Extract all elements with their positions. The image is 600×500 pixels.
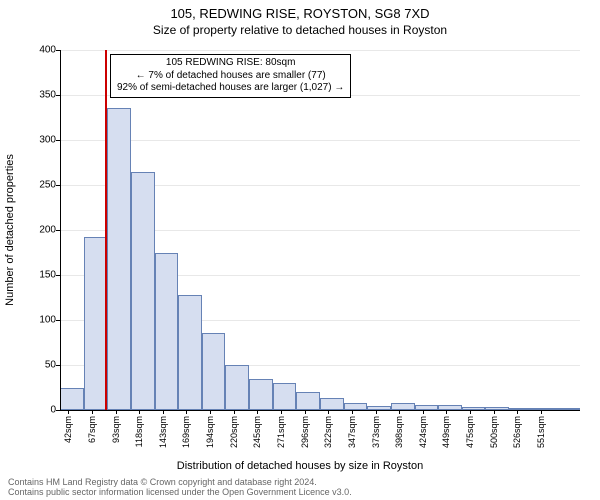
- histogram-bar: [391, 403, 415, 410]
- histogram-bar: [225, 365, 249, 410]
- x-tick-label: 373sqm: [371, 416, 381, 448]
- histogram-bar: [249, 379, 273, 411]
- x-tick-label: 296sqm: [300, 416, 310, 448]
- plot-background: 05010015020025030035040042sqm67sqm93sqm1…: [60, 50, 580, 410]
- histogram-bar: [107, 108, 131, 410]
- histogram-bar: [178, 295, 202, 410]
- x-tick-label: 169sqm: [181, 416, 191, 448]
- y-tick-label: 100: [26, 315, 56, 326]
- y-tick-label: 350: [26, 90, 56, 101]
- y-tick-label: 300: [26, 135, 56, 146]
- annotation-box: 105 REDWING RISE: 80sqm← 7% of detached …: [110, 54, 351, 98]
- x-tick-label: 245sqm: [252, 416, 262, 448]
- annotation-line: 105 REDWING RISE: 80sqm: [117, 57, 344, 70]
- annotation-line: 92% of semi-detached houses are larger (…: [117, 82, 344, 95]
- y-tick-label: 400: [26, 45, 56, 56]
- histogram-bar: [202, 333, 226, 410]
- footer-line-2: Contains public sector information licen…: [8, 488, 352, 498]
- x-tick-label: 67sqm: [87, 416, 97, 443]
- histogram-bar: [320, 398, 344, 410]
- x-tick-label: 551sqm: [536, 416, 546, 448]
- footer-attribution: Contains HM Land Registry data © Crown c…: [8, 478, 352, 498]
- x-tick-label: 42sqm: [63, 416, 73, 443]
- histogram-bar: [155, 253, 179, 411]
- y-tick-label: 150: [26, 270, 56, 281]
- x-tick-label: 220sqm: [229, 416, 239, 448]
- x-tick-label: 322sqm: [323, 416, 333, 448]
- histogram-bar: [84, 237, 108, 410]
- chart-title: 105, REDWING RISE, ROYSTON, SG8 7XD: [0, 6, 600, 21]
- x-axis-line: [60, 410, 580, 411]
- x-tick-label: 118sqm: [134, 416, 144, 447]
- annotation-line: ← 7% of detached houses are smaller (77): [117, 70, 344, 83]
- plot-area: 05010015020025030035040042sqm67sqm93sqm1…: [60, 50, 580, 410]
- x-tick-label: 500sqm: [489, 416, 499, 448]
- y-tick-label: 200: [26, 225, 56, 236]
- gridline: [60, 140, 580, 141]
- chart-subtitle: Size of property relative to detached ho…: [0, 23, 600, 37]
- x-tick-label: 398sqm: [394, 416, 404, 448]
- property-marker-line: [105, 50, 107, 410]
- y-axis-label: Number of detached properties: [4, 154, 16, 306]
- x-tick-label: 449sqm: [441, 416, 451, 448]
- x-tick-label: 93sqm: [111, 416, 121, 443]
- y-axis-line: [60, 50, 61, 410]
- x-tick-label: 526sqm: [512, 416, 522, 448]
- histogram-bar: [131, 172, 155, 411]
- y-tick-label: 0: [26, 405, 56, 416]
- y-tick-label: 250: [26, 180, 56, 191]
- histogram-bar: [296, 392, 320, 410]
- gridline: [60, 50, 580, 51]
- y-tick-label: 50: [26, 360, 56, 371]
- x-tick-label: 194sqm: [205, 416, 215, 448]
- x-tick-label: 347sqm: [347, 416, 357, 448]
- x-tick-label: 424sqm: [418, 416, 428, 448]
- x-tick-label: 475sqm: [465, 416, 475, 448]
- x-tick-label: 271sqm: [276, 416, 286, 448]
- x-tick-label: 143sqm: [158, 416, 168, 448]
- x-axis-label: Distribution of detached houses by size …: [177, 460, 423, 472]
- histogram-bar: [344, 403, 368, 410]
- histogram-bar: [273, 383, 297, 410]
- histogram-bar: [60, 388, 84, 411]
